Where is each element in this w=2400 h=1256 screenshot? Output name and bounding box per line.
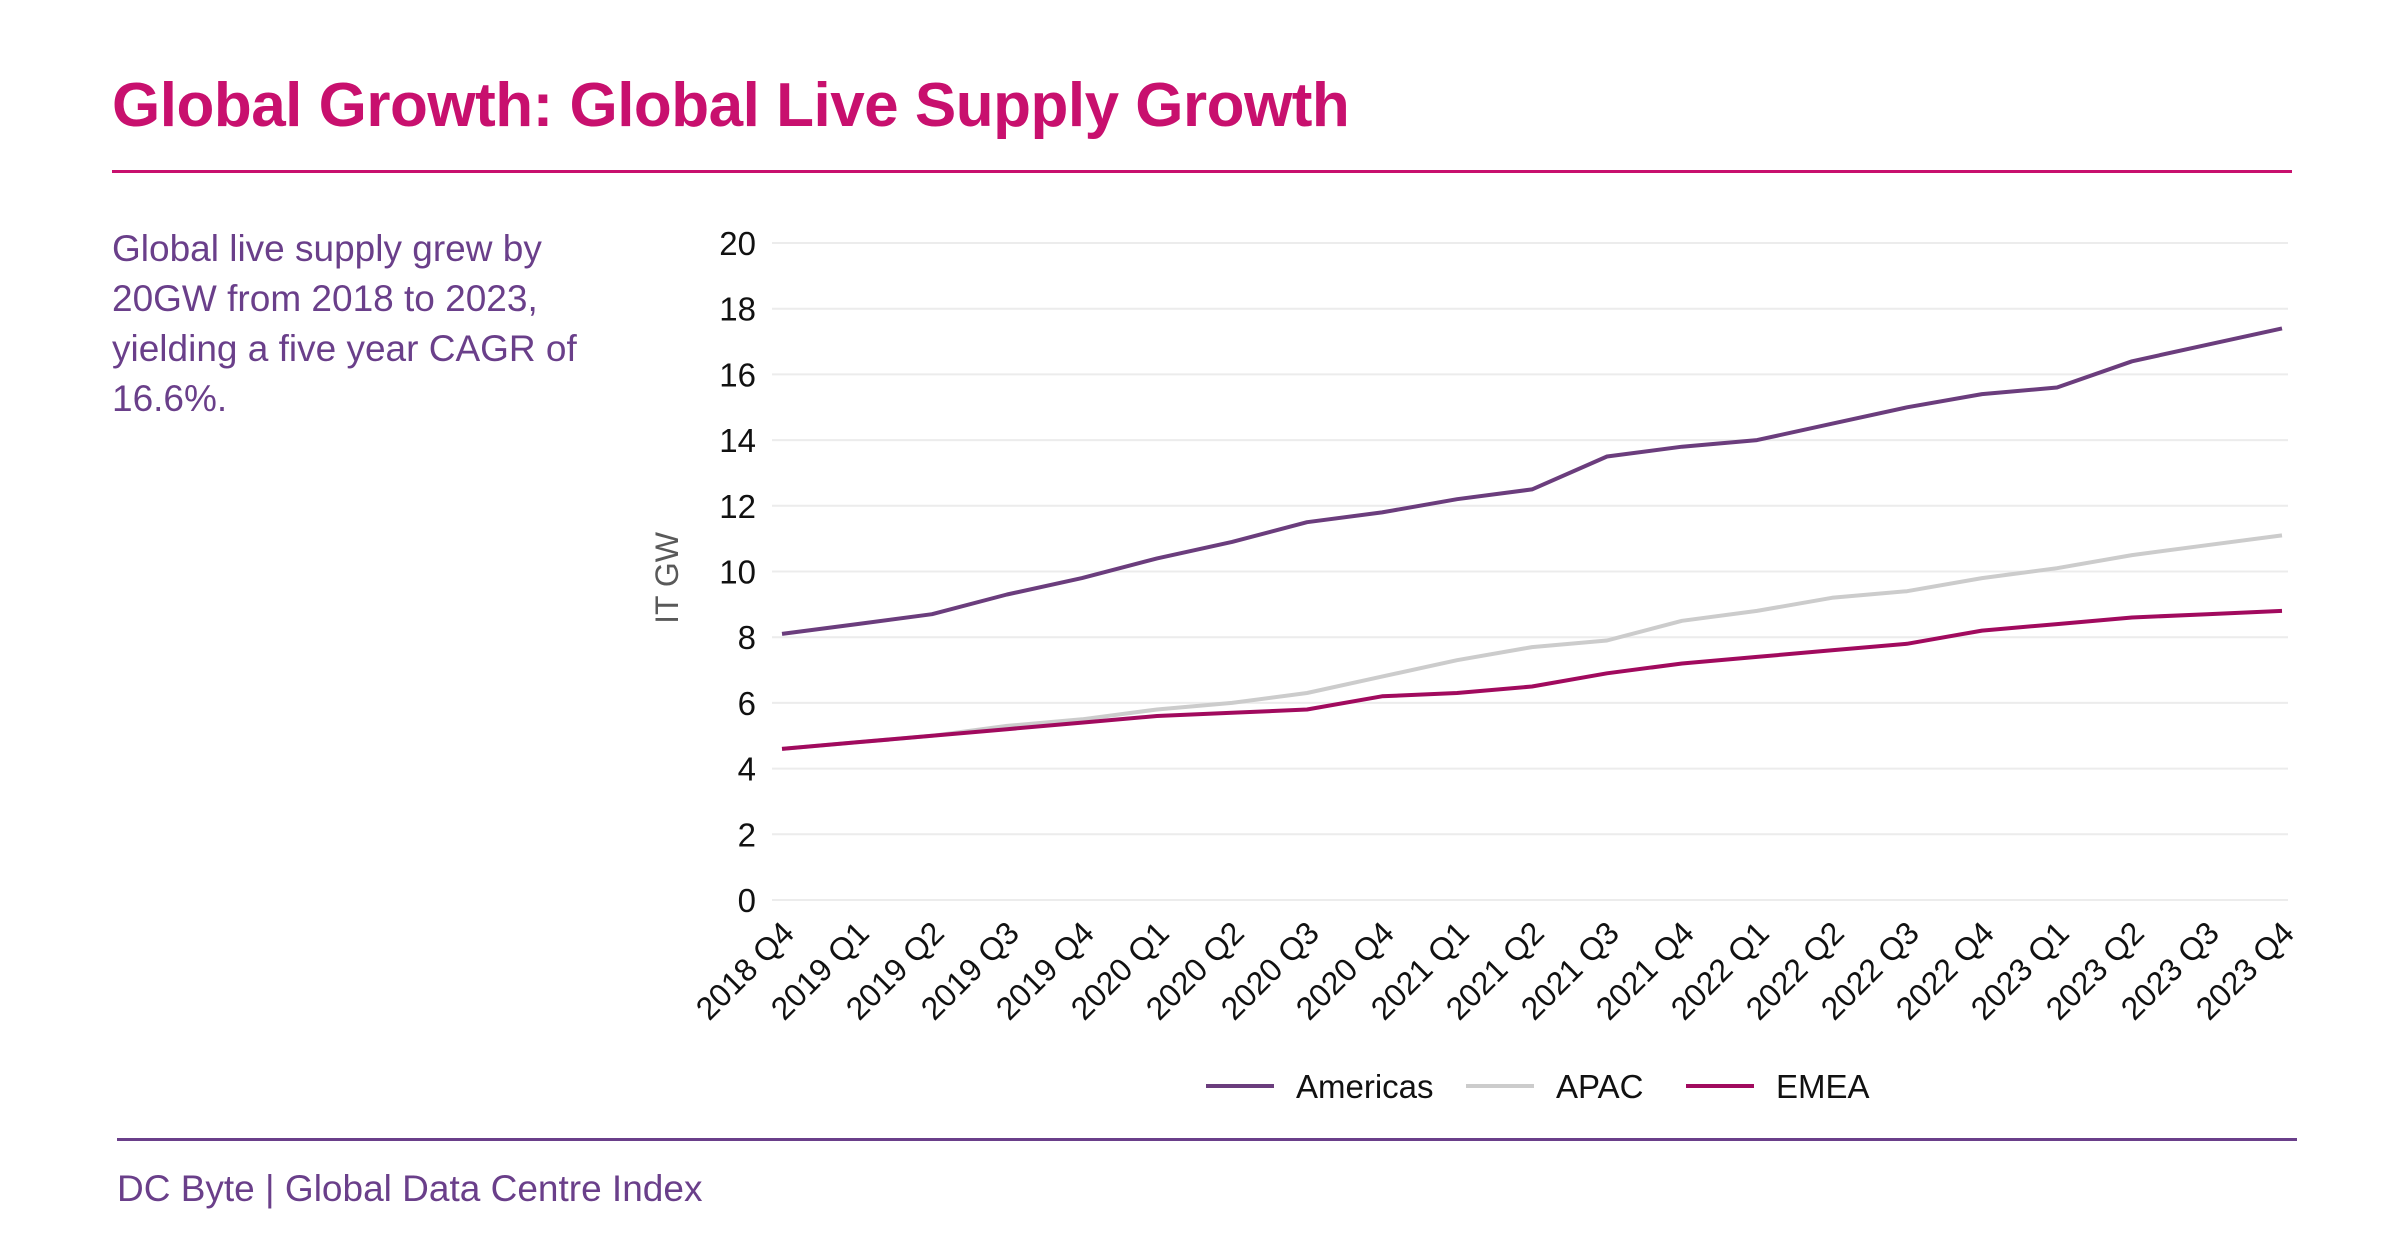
y-axis-label: IT GW <box>649 531 685 624</box>
series-line-americas <box>781 326 2283 636</box>
title-divider <box>112 170 2292 173</box>
y-tick-label: 4 <box>738 751 756 788</box>
footer-source: DC Byte | Global Data Centre Index <box>117 1168 703 1209</box>
y-tick-label: 12 <box>719 488 756 525</box>
page-title: Global Growth: Global Live Supply Growth <box>112 71 1350 140</box>
series-lines <box>781 326 2283 751</box>
y-tick-label: 0 <box>738 882 756 919</box>
y-axis-ticks: 0 2 4 6 8 10 12 14 16 18 20 <box>719 225 756 919</box>
legend-label: EMEA <box>1776 1068 1870 1105</box>
y-tick-label: 18 <box>719 291 756 328</box>
legend-item-emea: EMEA <box>1686 1068 1870 1105</box>
y-tick-label: 16 <box>719 356 756 393</box>
y-tick-label: 14 <box>719 422 756 459</box>
legend-label: Americas <box>1296 1068 1434 1105</box>
legend-item-apac: APAC <box>1466 1068 1643 1105</box>
footer-divider <box>117 1138 2297 1141</box>
series-line-apac <box>781 533 2283 751</box>
y-tick-label: 10 <box>719 554 756 591</box>
y-tick-label: 8 <box>738 619 756 656</box>
y-tick-label: 2 <box>738 816 756 853</box>
legend: Americas APAC EMEA <box>1206 1068 1870 1105</box>
summary-text: Global live supply grew by 20GW from 201… <box>112 228 577 419</box>
y-tick-label: 20 <box>719 225 756 262</box>
legend-label: APAC <box>1556 1068 1643 1105</box>
legend-item-americas: Americas <box>1206 1068 1434 1105</box>
series-line-emea <box>781 608 2283 751</box>
y-tick-label: 6 <box>738 685 756 722</box>
gridlines <box>772 242 2288 901</box>
